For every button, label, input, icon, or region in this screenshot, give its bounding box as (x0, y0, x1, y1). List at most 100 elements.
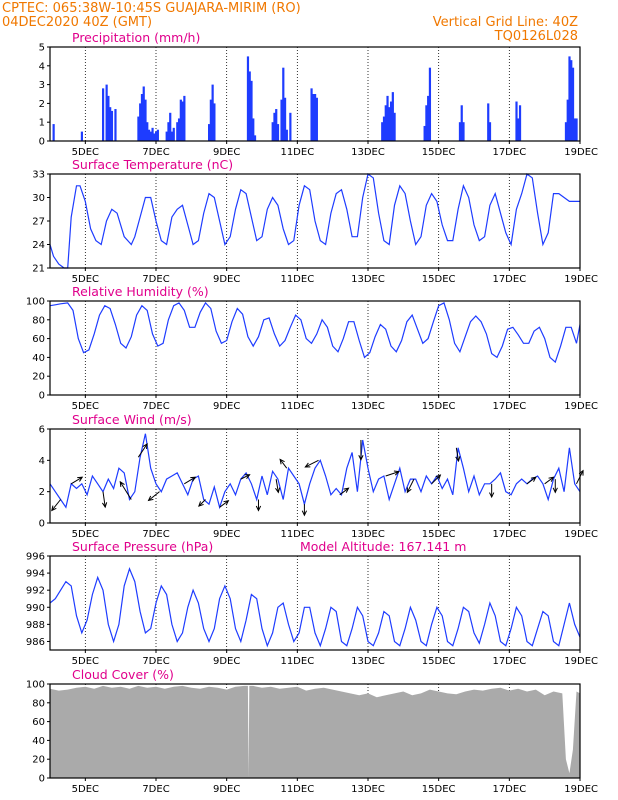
wind-arrow-head (343, 487, 350, 493)
humidity-xtick-label: 17DEC (492, 401, 526, 412)
wind-arrow-head (455, 456, 461, 463)
cloud-xtick-label: 11DEC (280, 784, 314, 795)
precip-bar (271, 122, 274, 141)
precip-bar (425, 105, 428, 141)
precip-bar (102, 88, 105, 141)
precip-bar (289, 112, 292, 141)
precip-bar (573, 118, 576, 141)
wind-arrow (70, 476, 83, 485)
wind-arrow (102, 491, 106, 508)
precip-bar (393, 112, 396, 141)
humidity-frame (49, 300, 581, 396)
humidity-xtick-label: 9DEC (213, 401, 240, 412)
cloud-ytick-label: 60 (32, 717, 45, 728)
precip-bar (183, 95, 186, 141)
precip-bar (273, 112, 276, 141)
header-run-date: 04DEC2020 40Z (GMT) (2, 15, 152, 30)
cloud-area (50, 685, 580, 778)
precip-bar (248, 71, 251, 141)
cloud-xtick-label: 19DEC (564, 784, 598, 795)
precip-xtick-label: 17DEC (492, 147, 526, 158)
precip-bar (386, 95, 389, 141)
wind-arrow (148, 491, 160, 501)
cloud-xtick-label: 9DEC (213, 784, 240, 795)
temperature-xtick-label: 17DEC (492, 274, 526, 285)
precip-ytick-label: 4 (39, 61, 45, 72)
precip-bar (140, 94, 144, 141)
wind-arrow-head (275, 487, 281, 494)
wind-ytick-label: 2 (39, 487, 45, 498)
precip-bar (280, 99, 283, 141)
pressure-series-line (49, 567, 581, 648)
wind-arrow-head (393, 470, 400, 476)
pressure-xtick-label: 17DEC (492, 656, 526, 667)
humidity-panel: Relative Humidity (%) 0 20 40 60 80 100 5DEC 7DE… (26, 284, 598, 412)
temperature-xtick-label: 13DEC (351, 274, 385, 285)
wind-arrow-head (223, 500, 230, 506)
cloud-ytick-label: 80 (32, 698, 45, 709)
precip-bar (253, 135, 257, 141)
humidity-title: Relative Humidity (%) (72, 284, 209, 299)
precip-xtick-label: 9DEC (213, 147, 240, 158)
wind-frame (49, 428, 581, 524)
pressure-xtick-label: 11DEC (280, 656, 314, 667)
precip-bar (109, 107, 112, 141)
pressure-ytick-label: 988 (26, 620, 45, 631)
temperature-ytick-label: 24 (32, 240, 45, 251)
pressure-xtick-label: 13DEC (351, 656, 385, 667)
wind-arrow-head (190, 476, 197, 482)
precip-bar (139, 103, 142, 141)
pressure-title: Surface Pressure (hPa) (72, 539, 213, 554)
wind-arrow-head (279, 458, 285, 465)
pressure-xtick-label: 9DEC (213, 656, 240, 667)
header-station: CPTEC: 065:38W-10:45S GUAJARA-MIRIM (RO) (2, 1, 301, 16)
temperature-xtick-label: 15DEC (422, 274, 456, 285)
precip-bar (462, 122, 465, 141)
wind-arrow-head (530, 476, 537, 482)
wind-arrow (51, 499, 61, 511)
temperature-panel: Surface Temperature (nC) 21 24 27 30 33 5DEC 7D… (32, 157, 598, 285)
wind-arrow (526, 476, 537, 485)
precip-bar (389, 101, 393, 141)
humidity-xtick-label: 19DEC (564, 401, 598, 412)
precip-xtick-label: 19DEC (564, 147, 598, 158)
wind-arrow-head (147, 495, 154, 502)
precip-bar (460, 105, 463, 141)
precip-bar (167, 122, 170, 141)
wind-arrow (305, 459, 319, 468)
wind-arrow-head (101, 502, 108, 509)
precip-panel: Precipitation (mm/h) 0 1 2 3 4 5 5DEC 7DEC 9DEC 11… (39, 30, 598, 158)
humidity-ytick-label: 40 (32, 353, 45, 364)
precip-bar (252, 118, 255, 141)
precip-bar (315, 97, 318, 141)
temperature-series-line (49, 172, 580, 269)
cloud-xtick-label: 5DEC (72, 784, 99, 795)
precip-ytick-label: 0 (39, 137, 45, 148)
precip-title: Precipitation (mm/h) (72, 30, 200, 45)
cloud-frame (49, 683, 581, 779)
precip-bar (571, 67, 575, 141)
precip-xtick-label: 5DEC (72, 147, 99, 158)
temperature-ytick-label: 33 (32, 170, 45, 181)
wind-arrow (119, 481, 132, 500)
wind-arrow-head (435, 474, 442, 480)
pressure-ytick-label: 996 (26, 552, 45, 563)
pressure-xtick-label: 5DEC (72, 656, 99, 667)
wind-arrow-head (51, 505, 57, 512)
precip-frame (49, 46, 581, 142)
precip-bar (391, 92, 394, 141)
precip-xtick-label: 15DEC (422, 147, 456, 158)
precip-bar (179, 99, 182, 141)
temperature-ytick-label: 27 (32, 217, 45, 228)
precip-bar (428, 67, 432, 141)
precip-bar (170, 131, 174, 141)
precip-bar (250, 80, 253, 141)
precip-bar (488, 122, 492, 141)
precip-bar (518, 105, 522, 141)
precip-bar (246, 56, 250, 141)
pressure-subtitle: Model Altitude: 167.141 m (300, 539, 466, 554)
cloud-ytick-label: 0 (39, 774, 45, 785)
precip-bar (282, 67, 285, 141)
precip-bar (276, 124, 280, 141)
temperature-ytick-label: 21 (32, 264, 45, 275)
